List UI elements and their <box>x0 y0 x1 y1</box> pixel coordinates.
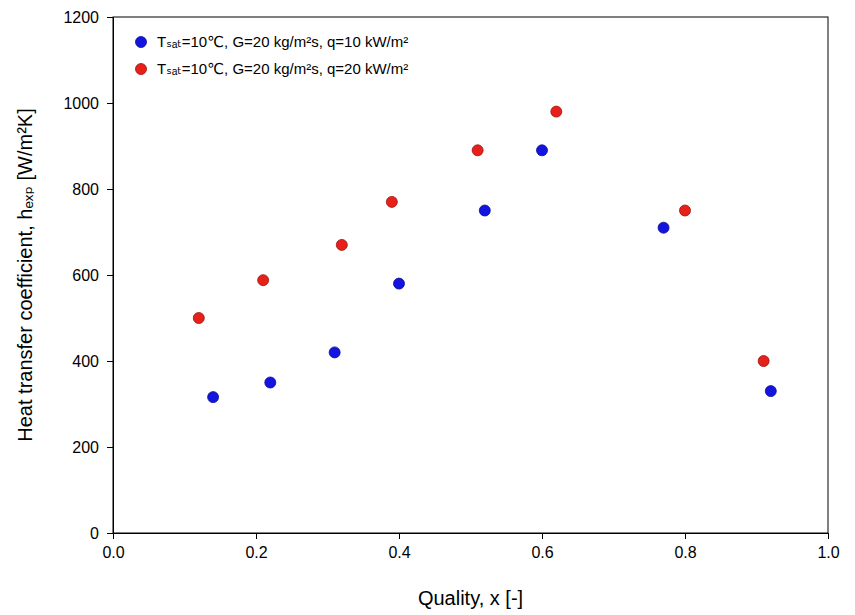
x-tick: 0.2 <box>245 533 267 561</box>
x-tick-mark <box>685 533 686 539</box>
point <box>551 106 562 117</box>
x-tick: 0.6 <box>531 533 553 561</box>
legend-item: Tₛₐₜ=10℃, G=20 kg/m²s, q=10 kW/m² <box>136 33 409 50</box>
y-tick-mark <box>107 361 113 362</box>
y-tick-mark <box>107 275 113 276</box>
x-tick-label: 1.0 <box>817 544 839 561</box>
x-tick-mark <box>828 533 829 539</box>
y-tick: 200 <box>72 439 113 456</box>
y-tick-mark <box>107 447 113 448</box>
points <box>193 106 776 403</box>
y-axis: 0 200 400 600 800 1000 1200 <box>63 9 113 542</box>
y-tick: 600 <box>72 267 113 284</box>
point <box>193 313 204 324</box>
y-tick-mark <box>107 103 113 104</box>
point <box>265 377 276 388</box>
x-tick: 0.8 <box>674 533 696 561</box>
y-tick-label: 0 <box>90 525 99 542</box>
x-tick: 0.4 <box>388 533 410 561</box>
point <box>479 205 490 216</box>
y-tick: 400 <box>72 353 113 370</box>
point <box>472 145 483 156</box>
point <box>537 145 548 156</box>
y-tick-label: 200 <box>72 439 99 456</box>
x-tick-mark <box>399 533 400 539</box>
point <box>336 239 347 250</box>
y-tick-mark <box>107 189 113 190</box>
x-tick-label: 0.6 <box>531 544 553 561</box>
y-tick: 0 <box>90 525 113 542</box>
x-tick-mark <box>256 533 257 539</box>
plot: 0.0 0.2 0.4 0.6 0.8 1.0 0 200 400 600 800 1000 1200 T… <box>63 9 839 562</box>
y-tick-label: 1200 <box>63 9 99 26</box>
y-tick-mark <box>107 17 113 18</box>
point <box>386 196 397 207</box>
x-tick-label: 0.2 <box>245 544 267 561</box>
y-tick-label: 1000 <box>63 95 99 112</box>
y-tick: 800 <box>72 181 113 198</box>
point <box>758 356 769 367</box>
y-axis-title: Heat transfer coefficient, hₑₓₚ [W/m²K] <box>14 108 36 441</box>
x-tick: 0.0 <box>102 533 124 561</box>
chart: 0.0 0.2 0.4 0.6 0.8 1.0 0 200 400 600 800 1000 1200 T… <box>0 0 855 615</box>
x-tick-label: 0.8 <box>674 544 696 561</box>
x-tick: 1.0 <box>817 533 839 561</box>
frame <box>113 17 828 533</box>
y-tick-mark <box>107 533 113 534</box>
y-tick: 1000 <box>63 95 113 112</box>
y-axis-line <box>107 18 114 534</box>
y-tick-label: 600 <box>72 267 99 284</box>
point <box>258 275 269 286</box>
x-axis-title: Quality, x [-] <box>418 587 523 609</box>
y-tick-label: 800 <box>72 181 99 198</box>
point <box>329 347 340 358</box>
legend-label: Tₛₐₜ=10℃, G=20 kg/m²s, q=20 kW/m² <box>157 60 408 77</box>
legend-marker <box>136 37 147 48</box>
legend-item: Tₛₐₜ=10℃, G=20 kg/m²s, q=20 kW/m² <box>136 60 409 77</box>
point <box>680 205 691 216</box>
x-tick-mark <box>542 533 543 539</box>
point <box>208 392 219 403</box>
x-tick-label: 0.4 <box>388 544 410 561</box>
y-tick-label: 400 <box>72 353 99 370</box>
x-tick-label: 0.0 <box>102 544 124 561</box>
legend-label: Tₛₐₜ=10℃, G=20 kg/m²s, q=10 kW/m² <box>157 33 408 50</box>
legend: Tₛₐₜ=10℃, G=20 kg/m²s, q=10 kW/m² Tₛₐₜ=10… <box>136 33 409 77</box>
x-axis-line <box>114 534 829 540</box>
legend-marker <box>136 64 147 75</box>
point <box>765 386 776 397</box>
y-tick: 1200 <box>63 9 113 26</box>
point <box>394 278 405 289</box>
x-axis: 0.0 0.2 0.4 0.6 0.8 1.0 <box>102 533 839 561</box>
point <box>658 222 669 233</box>
